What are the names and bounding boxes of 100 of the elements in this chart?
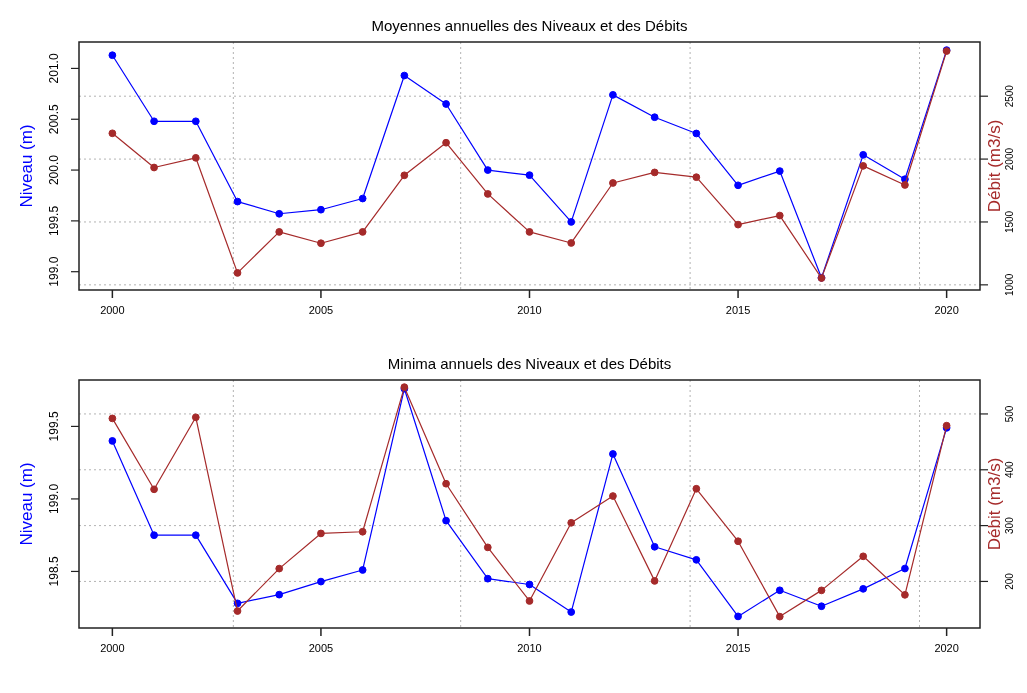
point — [150, 531, 158, 540]
point — [609, 450, 617, 458]
point — [817, 602, 826, 611]
point — [901, 564, 909, 573]
y-tick-label: 199.0 — [47, 483, 62, 514]
y-axis-title: Niveau (m) — [17, 124, 37, 208]
point — [525, 597, 534, 605]
point — [692, 129, 701, 138]
point — [275, 209, 284, 218]
point — [692, 484, 701, 493]
point — [859, 150, 868, 159]
y2-tick-label: 400 — [1003, 461, 1015, 479]
point — [108, 129, 117, 138]
x-tick-label: 2020 — [934, 304, 959, 316]
point — [734, 181, 742, 190]
x-tick-label: 2005 — [308, 642, 334, 654]
y2-tick-label: 300 — [1003, 516, 1015, 534]
point — [150, 163, 158, 172]
point — [817, 586, 826, 595]
x-tick-label: 2020 — [934, 642, 959, 654]
point — [442, 100, 450, 108]
point — [442, 138, 450, 147]
point — [275, 564, 284, 573]
point — [901, 181, 909, 189]
point — [692, 555, 701, 564]
point — [108, 414, 117, 423]
point — [483, 543, 492, 552]
point — [734, 612, 742, 621]
point — [567, 218, 576, 226]
point — [400, 171, 409, 180]
point — [317, 239, 325, 248]
y-tick-label: 199.5 — [47, 411, 62, 442]
point — [358, 228, 367, 236]
point — [191, 531, 200, 540]
point — [525, 228, 534, 236]
point — [650, 577, 659, 585]
y2-tick-label: 500 — [1003, 405, 1015, 423]
point — [442, 516, 450, 525]
point — [358, 194, 367, 203]
point — [233, 269, 242, 277]
point — [525, 171, 534, 180]
y2-tick-label: 2000 — [1003, 147, 1015, 171]
point — [233, 197, 242, 206]
point — [567, 239, 576, 247]
point — [191, 153, 200, 162]
point — [358, 566, 367, 574]
point — [859, 552, 868, 561]
y-tick-label: 200.0 — [47, 154, 62, 186]
point — [108, 437, 117, 445]
x-tick-label: 2005 — [308, 304, 334, 316]
point — [483, 166, 492, 174]
point — [400, 71, 409, 80]
point — [692, 173, 701, 182]
point — [191, 117, 200, 126]
point — [734, 220, 742, 229]
point — [567, 518, 576, 527]
y-tick-label: 200.5 — [47, 103, 62, 135]
point — [775, 586, 784, 595]
point — [150, 117, 158, 126]
point — [775, 612, 784, 621]
x-tick-label: 2015 — [725, 642, 751, 654]
point — [650, 168, 659, 177]
x-tick-label: 2015 — [725, 304, 751, 316]
point — [775, 167, 784, 175]
point — [275, 228, 284, 236]
point — [317, 577, 325, 586]
point — [150, 485, 158, 494]
point — [650, 542, 659, 551]
chart-title: Minima annuels des Niveaux et des Débits — [387, 355, 672, 372]
y-tick-label: 199.5 — [47, 205, 62, 236]
y2-tick-label: 1500 — [1003, 210, 1015, 234]
point — [483, 574, 492, 583]
x-tick-label: 2010 — [517, 642, 542, 654]
point — [859, 584, 868, 593]
y2-tick-label: 200 — [1003, 572, 1015, 590]
chart-title: Moyennes annuelles des Niveaux et des Débits — [371, 17, 688, 34]
x-tick-label: 2000 — [100, 642, 125, 654]
y2-tick-label: 2500 — [1003, 84, 1015, 108]
y-tick-label: 199.0 — [47, 256, 62, 287]
point — [567, 608, 576, 616]
point — [525, 580, 534, 589]
point — [901, 590, 909, 599]
y-axis-title: Niveau (m) — [17, 462, 37, 546]
y2-axis-title: Débit (m3/s) — [985, 119, 1005, 213]
point — [775, 211, 784, 220]
point — [317, 205, 325, 214]
point — [483, 190, 492, 198]
y2-axis-title: Débit (m3/s) — [985, 457, 1005, 551]
point — [442, 479, 450, 488]
point — [650, 113, 659, 122]
y2-tick-label: 1000 — [1003, 273, 1015, 296]
point — [358, 527, 367, 536]
point — [191, 413, 200, 422]
y-tick-label: 201.0 — [47, 53, 62, 84]
point — [609, 492, 617, 500]
y-tick-label: 198.5 — [47, 556, 62, 587]
point — [609, 90, 617, 99]
point — [734, 537, 742, 546]
point — [317, 529, 325, 538]
point — [108, 51, 117, 60]
